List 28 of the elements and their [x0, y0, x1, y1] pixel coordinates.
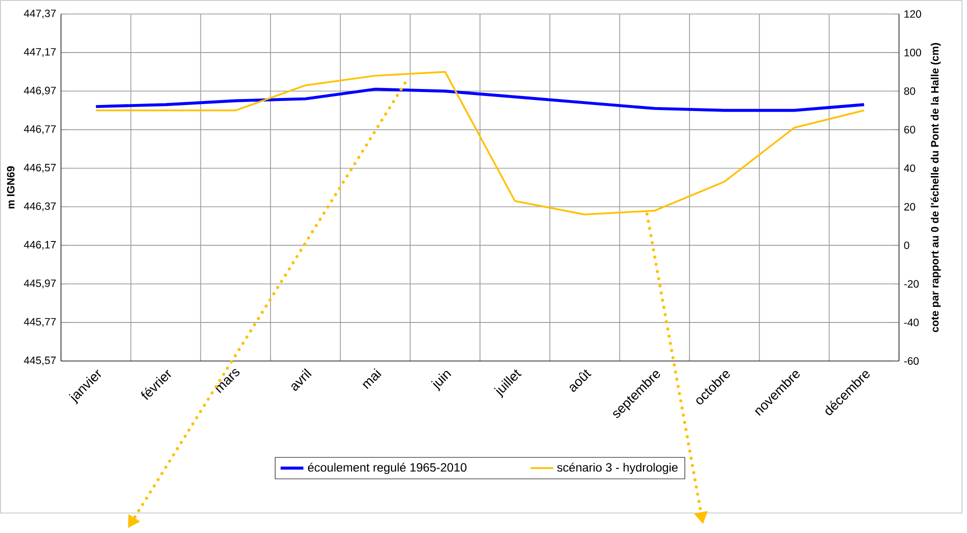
x-tick-label: juin	[431, 370, 452, 392]
y2-tick-label: 0	[904, 242, 910, 250]
y2-tick-label: -20	[904, 280, 919, 288]
x-tick-label: mai	[362, 368, 382, 390]
y-tick-label: 446,77	[24, 125, 56, 134]
y2-tick-label: 20	[904, 203, 916, 211]
y2-tick-label: -40	[904, 318, 919, 326]
y2-tick-label: 120	[904, 10, 922, 18]
y-tick-label: 446,17	[24, 240, 56, 250]
y-axis-title: m IGN69	[6, 166, 15, 208]
legend-label: écoulement regulé 1965-2010	[308, 462, 466, 474]
y2-axis-title: cote par rapport au 0 de l'échelle du Pont de la Halle (cm)	[930, 43, 941, 332]
y-tick-label: 446,97	[24, 86, 56, 96]
y-tick-label: 445,57	[24, 356, 56, 366]
y-tick-label: 445,77	[24, 318, 56, 327]
y-tick-label: 447,37	[24, 10, 56, 18]
y2-tick-label: 40	[904, 164, 916, 172]
y2-tick-label: 80	[904, 87, 916, 95]
y-tick-label: 447,17	[24, 48, 56, 57]
y2-tick-label: 60	[904, 126, 916, 134]
x-tick-label: août	[570, 370, 592, 392]
y-tick-label: 446,57	[24, 164, 56, 173]
line-series	[94, 88, 866, 112]
y2-tick-label: -60	[904, 357, 919, 365]
legend-label: scénario 3 - hydrologie	[557, 462, 678, 474]
y2-tick-label: 100	[904, 48, 922, 56]
y-tick-label: 446,37	[24, 202, 56, 212]
y-tick-label: 445,97	[24, 279, 56, 288]
